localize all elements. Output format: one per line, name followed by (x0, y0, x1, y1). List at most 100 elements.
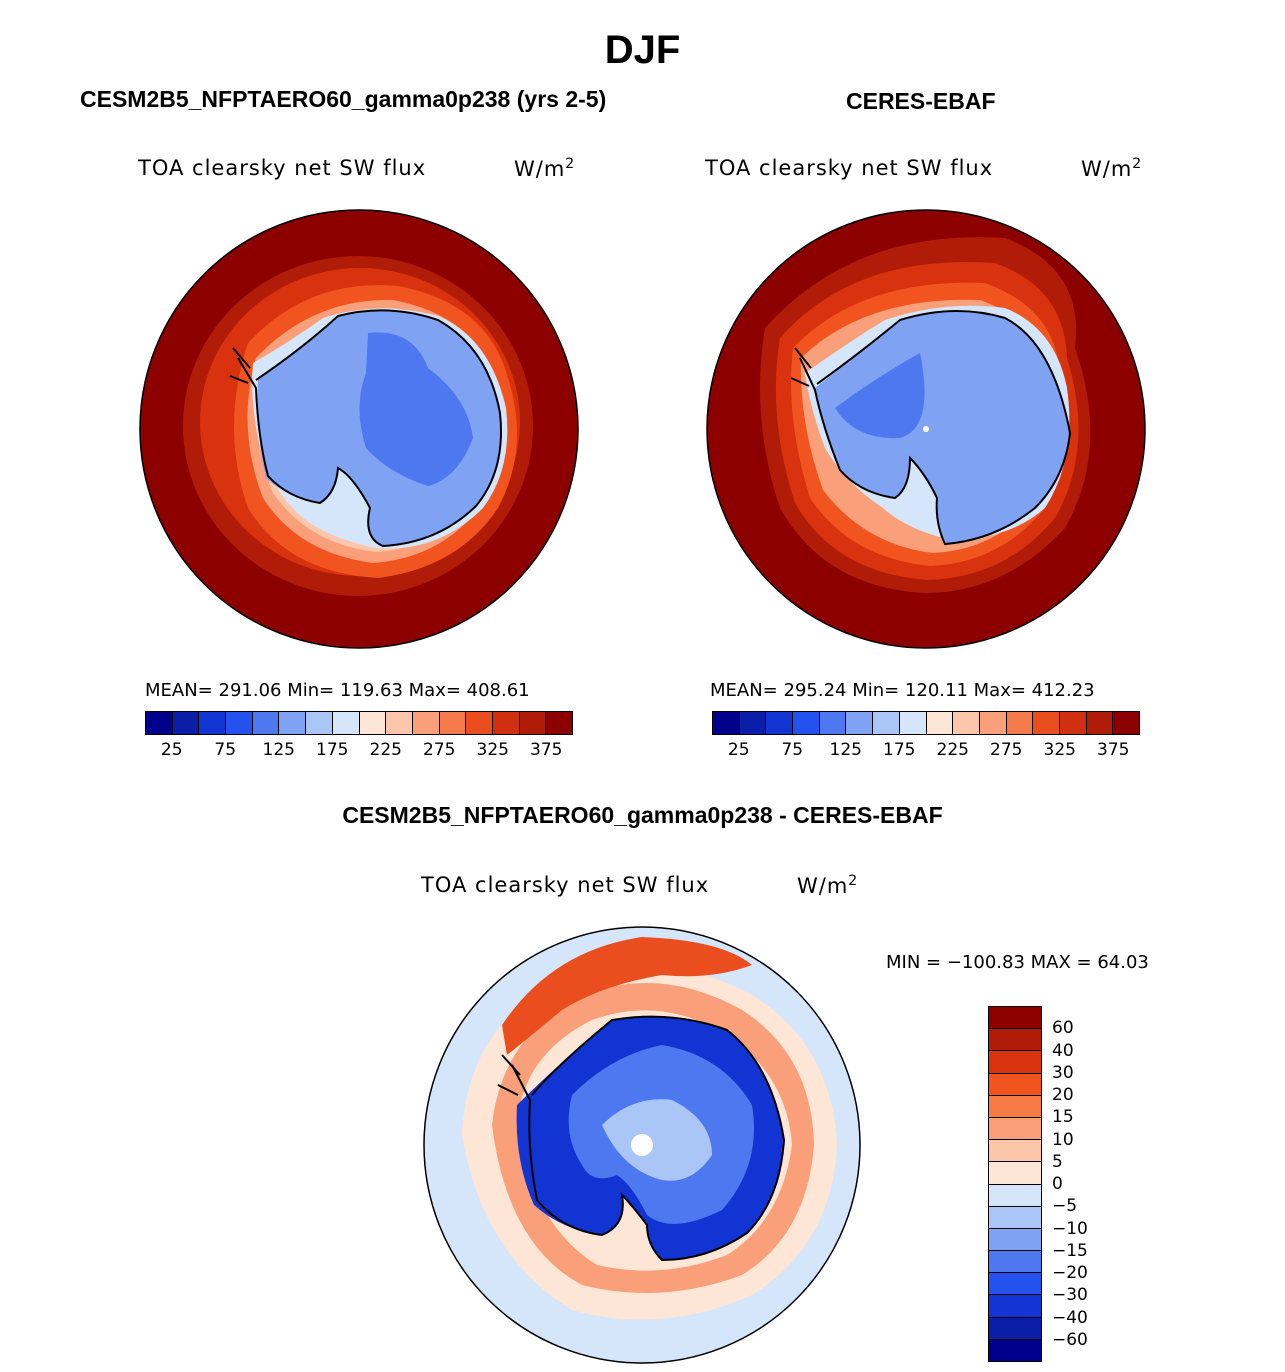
model-units-base: W/m (514, 157, 566, 181)
diff-variable-label: TOA clearsky net SW flux (421, 873, 710, 897)
model-units-label: W/m2 (514, 156, 575, 181)
diff-colorbar-tick-label: 15 (1052, 1107, 1074, 1128)
diff-positive-north (502, 937, 752, 1055)
diff-colorbar-swatch (989, 1073, 1041, 1096)
obs-colorbar-swatch (846, 712, 874, 734)
model-interior (359, 332, 473, 486)
model-colorbar-tick-label: 75 (214, 740, 237, 760)
diff-colorbar-swatch (989, 1251, 1041, 1274)
obs-colorbar-swatch (926, 712, 954, 734)
model-colorbar-swatch (226, 712, 253, 734)
model-colorbar-swatch (439, 712, 467, 734)
model-colorbar-swatch (412, 712, 440, 734)
model-colorbar-tick-label: 25 (160, 740, 183, 760)
diff-colorbar-tick-label: −20 (1052, 1263, 1088, 1283)
model-colorbar-tick-label: 225 (369, 740, 402, 760)
obs-colorbar-tick-label: 275 (990, 740, 1023, 760)
model-colorbar (145, 711, 573, 735)
diff-colorbar-swatch (989, 1117, 1041, 1141)
diff-colorbar-tick-label: −40 (1052, 1307, 1088, 1328)
obs-pole-marker (923, 426, 929, 432)
obs-colorbar-swatch (1113, 712, 1139, 734)
diff-colorbar-tick-label: 30 (1052, 1062, 1074, 1083)
obs-colorbar-swatch (1086, 712, 1114, 734)
obs-colorbar-ticks: 25 75 125 175 225 275 325 375 (712, 740, 1140, 762)
diff-colorbar-tick-label: −5 (1052, 1196, 1078, 1217)
diff-colorbar-tick-label: 0 (1052, 1174, 1063, 1194)
model-colorbar-swatch (252, 712, 280, 734)
obs-colorbar-swatch (766, 712, 794, 734)
model-colorbar-tick-label: 125 (262, 740, 295, 760)
diff-colorbar-ticks: 60 40 30 20 15 10 5 0 −5 −10 −15 −20 −30 −40 −60 (1052, 1006, 1112, 1362)
diff-colorbar-tick-label: 60 (1052, 1018, 1074, 1039)
diff-colorbar-tick-label: 40 (1052, 1040, 1074, 1061)
obs-colorbar-tick-label: 125 (829, 740, 862, 760)
diff-colorbar-swatch (989, 1140, 1041, 1163)
obs-colorbar-swatch (1059, 712, 1087, 734)
diff-colorbar-swatch (989, 1007, 1041, 1030)
obs-case-title: CERES-EBAF (846, 88, 996, 114)
diff-colorbar-swatch (989, 1184, 1041, 1207)
model-colorbar-swatch (172, 712, 200, 734)
obs-colorbar-tick-label: 375 (1097, 740, 1130, 760)
model-variable-label: TOA clearsky net SW flux (138, 156, 427, 180)
diff-colorbar-tick-label: −60 (1052, 1329, 1088, 1350)
diff-colorbar-tick-label: −10 (1052, 1218, 1088, 1239)
diff-map-border (423, 926, 861, 1364)
diff-colorbar-swatch (989, 1228, 1041, 1252)
model-colorbar-swatch (492, 712, 520, 734)
obs-colorbar-swatch (1033, 712, 1060, 734)
obs-map-border (706, 209, 1146, 649)
obs-colorbar-swatch (819, 712, 847, 734)
obs-colorbar-swatch (953, 712, 980, 734)
diff-colorbar-swatch (989, 1206, 1041, 1229)
model-colorbar-tick-label: 175 (316, 740, 349, 760)
model-polar-map (139, 209, 579, 649)
diff-peninsula (497, 1054, 521, 1096)
model-colorbar-swatch (466, 712, 493, 734)
obs-coastline (799, 309, 1072, 546)
diff-stats: MIN = −100.83 MAX = 64.03 (886, 952, 1149, 973)
model-colorbar-swatch (519, 712, 547, 734)
obs-colorbar (712, 711, 1140, 735)
obs-colorbar-swatch (899, 712, 927, 734)
figure-title: DJF (604, 28, 681, 72)
diff-colorbar-tick-label: −15 (1052, 1240, 1088, 1261)
diff-colorbar-tick-label: 5 (1052, 1151, 1063, 1172)
obs-colorbar-tick-label: 325 (1043, 740, 1076, 760)
diff-units-label: W/m2 (797, 873, 858, 898)
obs-colorbar-swatch (979, 712, 1007, 734)
obs-variable-label: TOA clearsky net SW flux (705, 156, 994, 180)
diff-polar-map (423, 926, 861, 1364)
obs-colorbar-swatch (739, 712, 767, 734)
obs-colorbar-tick-label: 75 (781, 740, 804, 760)
obs-units-exp: 2 (1132, 156, 1143, 172)
obs-colorbar-swatch (713, 712, 740, 734)
obs-polar-map (706, 209, 1146, 649)
model-map-border (139, 209, 579, 649)
obs-colorbar-tick-label: 225 (936, 740, 969, 760)
diff-colorbar-swatch (989, 1317, 1041, 1340)
diff-colorbar-swatch (989, 1029, 1041, 1052)
model-colorbar-swatch (332, 712, 360, 734)
model-colorbar-swatch (199, 712, 227, 734)
diff-light-interior (602, 1099, 712, 1181)
model-colorbar-swatch (146, 712, 173, 734)
diff-colorbar-swatch (989, 1273, 1041, 1296)
diff-colorbar-swatch (989, 1051, 1041, 1074)
obs-colorbar-swatch (873, 712, 900, 734)
diff-case-title: CESM2B5_NFPTAERO60_gamma0p238 - CERES-EB… (342, 802, 943, 828)
model-colorbar-swatch (546, 712, 572, 734)
model-colorbar-tick-label: 325 (476, 740, 509, 760)
model-colorbar-tick-label: 275 (423, 740, 456, 760)
model-colorbar-ticks: 25 75 125 175 225 275 325 375 (145, 740, 573, 762)
obs-colorbar-tick-label: 25 (727, 740, 750, 760)
obs-peninsula (790, 347, 812, 387)
obs-units-base: W/m (1081, 157, 1133, 181)
obs-colorbar-tick-label: 175 (883, 740, 916, 760)
model-case-title: CESM2B5_NFPTAERO60_gamma0p238 (yrs 2-5) (80, 86, 607, 112)
model-colorbar-swatch (386, 712, 413, 734)
diff-units-base: W/m (797, 874, 849, 898)
diff-colorbar-tick-label: −30 (1052, 1285, 1088, 1306)
diff-colorbar-tick-label: 10 (1052, 1129, 1074, 1150)
